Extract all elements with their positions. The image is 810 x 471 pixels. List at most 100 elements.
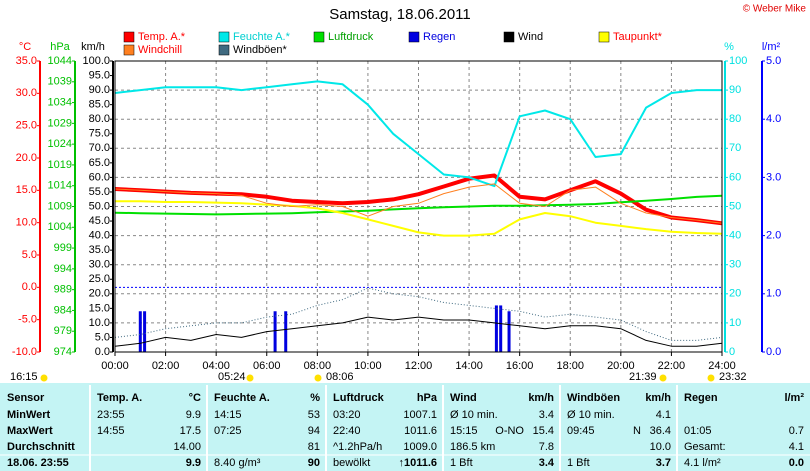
y-tick-label: 100.0 <box>82 55 110 67</box>
table-cell: 3.4 <box>539 409 554 421</box>
table-cell: 7.8 <box>539 441 554 453</box>
y-tick-label: 1029 <box>48 117 72 129</box>
table-cell: ^1.2hPa/h <box>333 441 382 453</box>
y-tick-label: 50 <box>729 200 741 212</box>
series-line <box>114 80 722 188</box>
y-tick-label: 60 <box>729 171 741 183</box>
y-tick-label: 5.0 <box>766 55 781 67</box>
rain-bar <box>284 311 288 352</box>
rain-bar <box>507 311 511 352</box>
y-tick-label: 2.0 <box>766 230 781 242</box>
table-cell: Luftdruck <box>333 392 385 404</box>
axis-title: °C <box>19 41 31 53</box>
table-cell: 0.7 <box>789 425 804 437</box>
y-tick-label: 4.0 <box>766 113 781 125</box>
y-tick-label: 3.0 <box>766 171 781 183</box>
table-cell: 0.0 <box>789 457 804 469</box>
x-tick-label: 24:00 <box>708 360 736 372</box>
chart-title: Samstag, 18.06.2011 <box>329 6 471 23</box>
y-tick-label: 85.0 <box>89 99 110 111</box>
table-cell: Wind <box>450 392 477 404</box>
x-tick-label: 12:00 <box>405 360 433 372</box>
x-tick-label: 18:00 <box>556 360 584 372</box>
rain-bar <box>494 305 498 352</box>
legend-label: Windböen* <box>233 44 288 56</box>
y-tick-label: 80.0 <box>89 113 110 125</box>
y-tick-label: 994 <box>54 263 72 275</box>
table-cell: Sensor <box>7 392 45 404</box>
legend-label: Temp. A.* <box>138 31 186 43</box>
table-cell: Feuchte A. <box>214 392 270 404</box>
y-tick-label: 90 <box>729 84 741 96</box>
table-cell: 23:55 <box>97 409 125 421</box>
table-cell: 9.9 <box>186 457 201 469</box>
y-tick-label: 70 <box>729 142 741 154</box>
series-line <box>114 194 723 216</box>
y-tick-label: 20.0 <box>89 288 110 300</box>
table-cell: 15.4 <box>533 425 554 437</box>
x-tick-label: 08:00 <box>304 360 332 372</box>
table-cell: 4.1 l/m² <box>684 457 721 469</box>
table-background <box>0 383 810 471</box>
axis-title: % <box>724 41 734 53</box>
y-tick-label: 1034 <box>48 96 72 108</box>
table-cell: 53 <box>308 409 320 421</box>
table-cell: 186.5 km <box>450 441 495 453</box>
x-tick-label: 20:00 <box>607 360 635 372</box>
table-cell: Ø 10 min. <box>567 409 615 421</box>
y-tick-label: 30 <box>729 259 741 271</box>
astro-icon <box>314 374 322 382</box>
y-tick-label: 20 <box>729 288 741 300</box>
y-tick-label: 15.0 <box>16 184 37 196</box>
astro-icon <box>40 374 48 382</box>
legend-swatch <box>123 44 135 56</box>
y-tick-label: 0.0 <box>766 346 781 358</box>
table-cell: 15:15 <box>450 425 478 437</box>
table-cell: ↑1011.6 <box>398 457 437 469</box>
table-cell: Ø 10 min. <box>450 409 498 421</box>
y-tick-label: 75.0 <box>89 128 110 140</box>
y-tick-label: 30.0 <box>16 87 37 99</box>
rain-bar <box>273 311 277 352</box>
x-tick-label: 22:00 <box>658 360 686 372</box>
legend-label: Wind <box>518 31 543 43</box>
table-cell: 90 <box>308 457 320 469</box>
legend-swatch <box>598 31 610 43</box>
x-tick-label: 06:00 <box>253 360 281 372</box>
axis-title: hPa <box>50 41 70 53</box>
y-tick-label: 0 <box>729 346 735 358</box>
y-tick-label: 0.0 <box>22 281 37 293</box>
astro-time: 21:39 <box>629 371 657 383</box>
y-tick-label: 55.0 <box>89 186 110 198</box>
y-tick-label: 1039 <box>48 76 72 88</box>
legend-swatch <box>408 31 420 43</box>
legend-swatch <box>503 31 515 43</box>
y-tick-label: 35.0 <box>16 55 37 67</box>
astro-time: 16:15 <box>10 371 38 383</box>
astro-icon <box>659 374 667 382</box>
legend-label: Taupunkt* <box>613 31 663 43</box>
table-cell: 81 <box>308 441 320 453</box>
y-tick-label: 10.0 <box>89 317 110 329</box>
astro-time: 08:06 <box>326 371 354 383</box>
table-cell: 94 <box>308 425 320 437</box>
y-tick-label: -10.0 <box>12 346 37 358</box>
astro-icon <box>707 374 715 382</box>
table-cell: 07:25 <box>214 425 242 437</box>
y-tick-label: -5.0 <box>18 314 37 326</box>
table-cell: MaxWert <box>7 425 53 437</box>
table-cell: hPa <box>417 392 438 404</box>
table-cell: Durchschnitt <box>7 441 75 453</box>
table-cell: % <box>310 392 320 404</box>
y-tick-label: 1009 <box>48 200 72 212</box>
x-tick-label: 16:00 <box>506 360 534 372</box>
legend-swatch <box>123 31 135 43</box>
table-cell: l/m² <box>784 392 804 404</box>
table-cell: 09:45 <box>567 425 595 437</box>
table-cell: 22:40 <box>333 425 361 437</box>
y-tick-label: 1044 <box>48 55 72 67</box>
table-cell: 1009.0 <box>403 441 437 453</box>
y-tick-label: 5.0 <box>22 249 37 261</box>
y-tick-label: 80 <box>729 113 741 125</box>
y-tick-label: 60.0 <box>89 171 110 183</box>
